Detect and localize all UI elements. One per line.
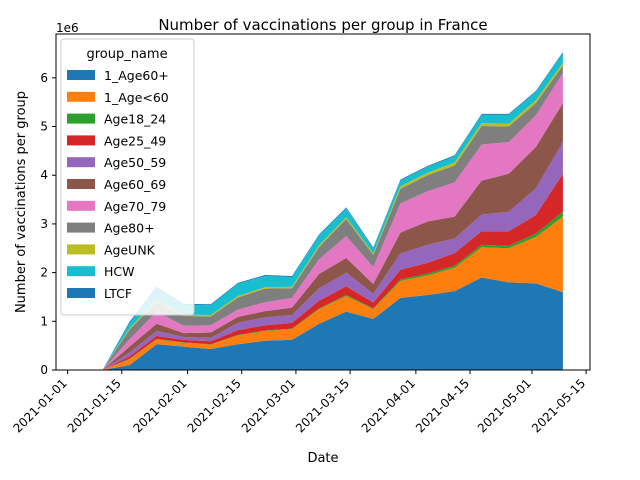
legend-swatch-age80 (67, 223, 95, 233)
legend-label-age70-79: Age70_79 (104, 199, 166, 214)
x-tick-label: 2021-04-15 (413, 376, 472, 435)
y-axis-ticks: 0 1 2 3 4 5 6 (40, 71, 56, 377)
legend-label-age80: Age80+ (104, 221, 155, 236)
legend-label-ageunk: AgeUNK (104, 242, 156, 257)
y-tick-label: 1 (40, 314, 48, 328)
legend-label-age25-49: Age25_49 (104, 133, 166, 148)
legend-swatch-1-age-60 (67, 92, 95, 102)
x-tick-label: 2021-05-15 (529, 376, 588, 435)
legend-label-age60-69: Age60_69 (104, 177, 166, 192)
x-tick-label: 2021-04-01 (359, 376, 418, 435)
legend: group_name 1_Age60+ 1_Age<60 Age18_24 Age25… (61, 39, 194, 315)
y-axis-label: Number of vaccinations per group (14, 91, 29, 313)
legend-swatch-hcw (67, 266, 95, 276)
legend-label-hcw: HCW (104, 264, 135, 279)
x-axis-label: Date (307, 451, 338, 466)
y-tick-label: 2 (40, 266, 48, 280)
legend-swatch-1-age60 (67, 70, 95, 80)
legend-label-age50-59: Age50_59 (104, 155, 166, 170)
y-tick-label: 4 (40, 168, 48, 182)
legend-swatch-age50-59 (67, 157, 95, 167)
x-tick-label: 2021-01-01 (11, 376, 70, 435)
y-tick-label: 0 (40, 363, 48, 377)
legend-swatch-age70-79 (67, 201, 95, 211)
legend-swatch-ltcf (67, 288, 95, 298)
x-tick-label: 2021-05-01 (475, 376, 534, 435)
legend-swatch-ageunk (67, 244, 95, 254)
legend-label-1-age-60: 1_Age<60 (104, 90, 169, 105)
legend-label-age18-24: Age18_24 (104, 112, 166, 127)
legend-title: group_name (86, 47, 167, 62)
legend-swatch-age60-69 (67, 179, 95, 189)
legend-swatch-age18-24 (67, 114, 95, 124)
x-tick-label: 2021-02-01 (130, 376, 189, 435)
legend-swatch-age25-49 (67, 135, 95, 145)
y-tick-label: 3 (40, 217, 48, 231)
x-tick-label: 2021-01-15 (65, 376, 124, 435)
legend-label-ltcf: LTCF (104, 286, 132, 301)
y-multiplier-label: 1e6 (56, 21, 79, 35)
x-tick-label: 2021-03-01 (239, 376, 298, 435)
y-tick-label: 5 (40, 120, 48, 134)
chart-title: Number of vaccinations per group in Fran… (158, 16, 487, 34)
y-tick-label: 6 (40, 71, 48, 85)
x-tick-label: 2021-02-15 (185, 376, 244, 435)
legend-label-1-age60: 1_Age60+ (104, 68, 169, 83)
x-tick-label: 2021-03-15 (293, 376, 352, 435)
